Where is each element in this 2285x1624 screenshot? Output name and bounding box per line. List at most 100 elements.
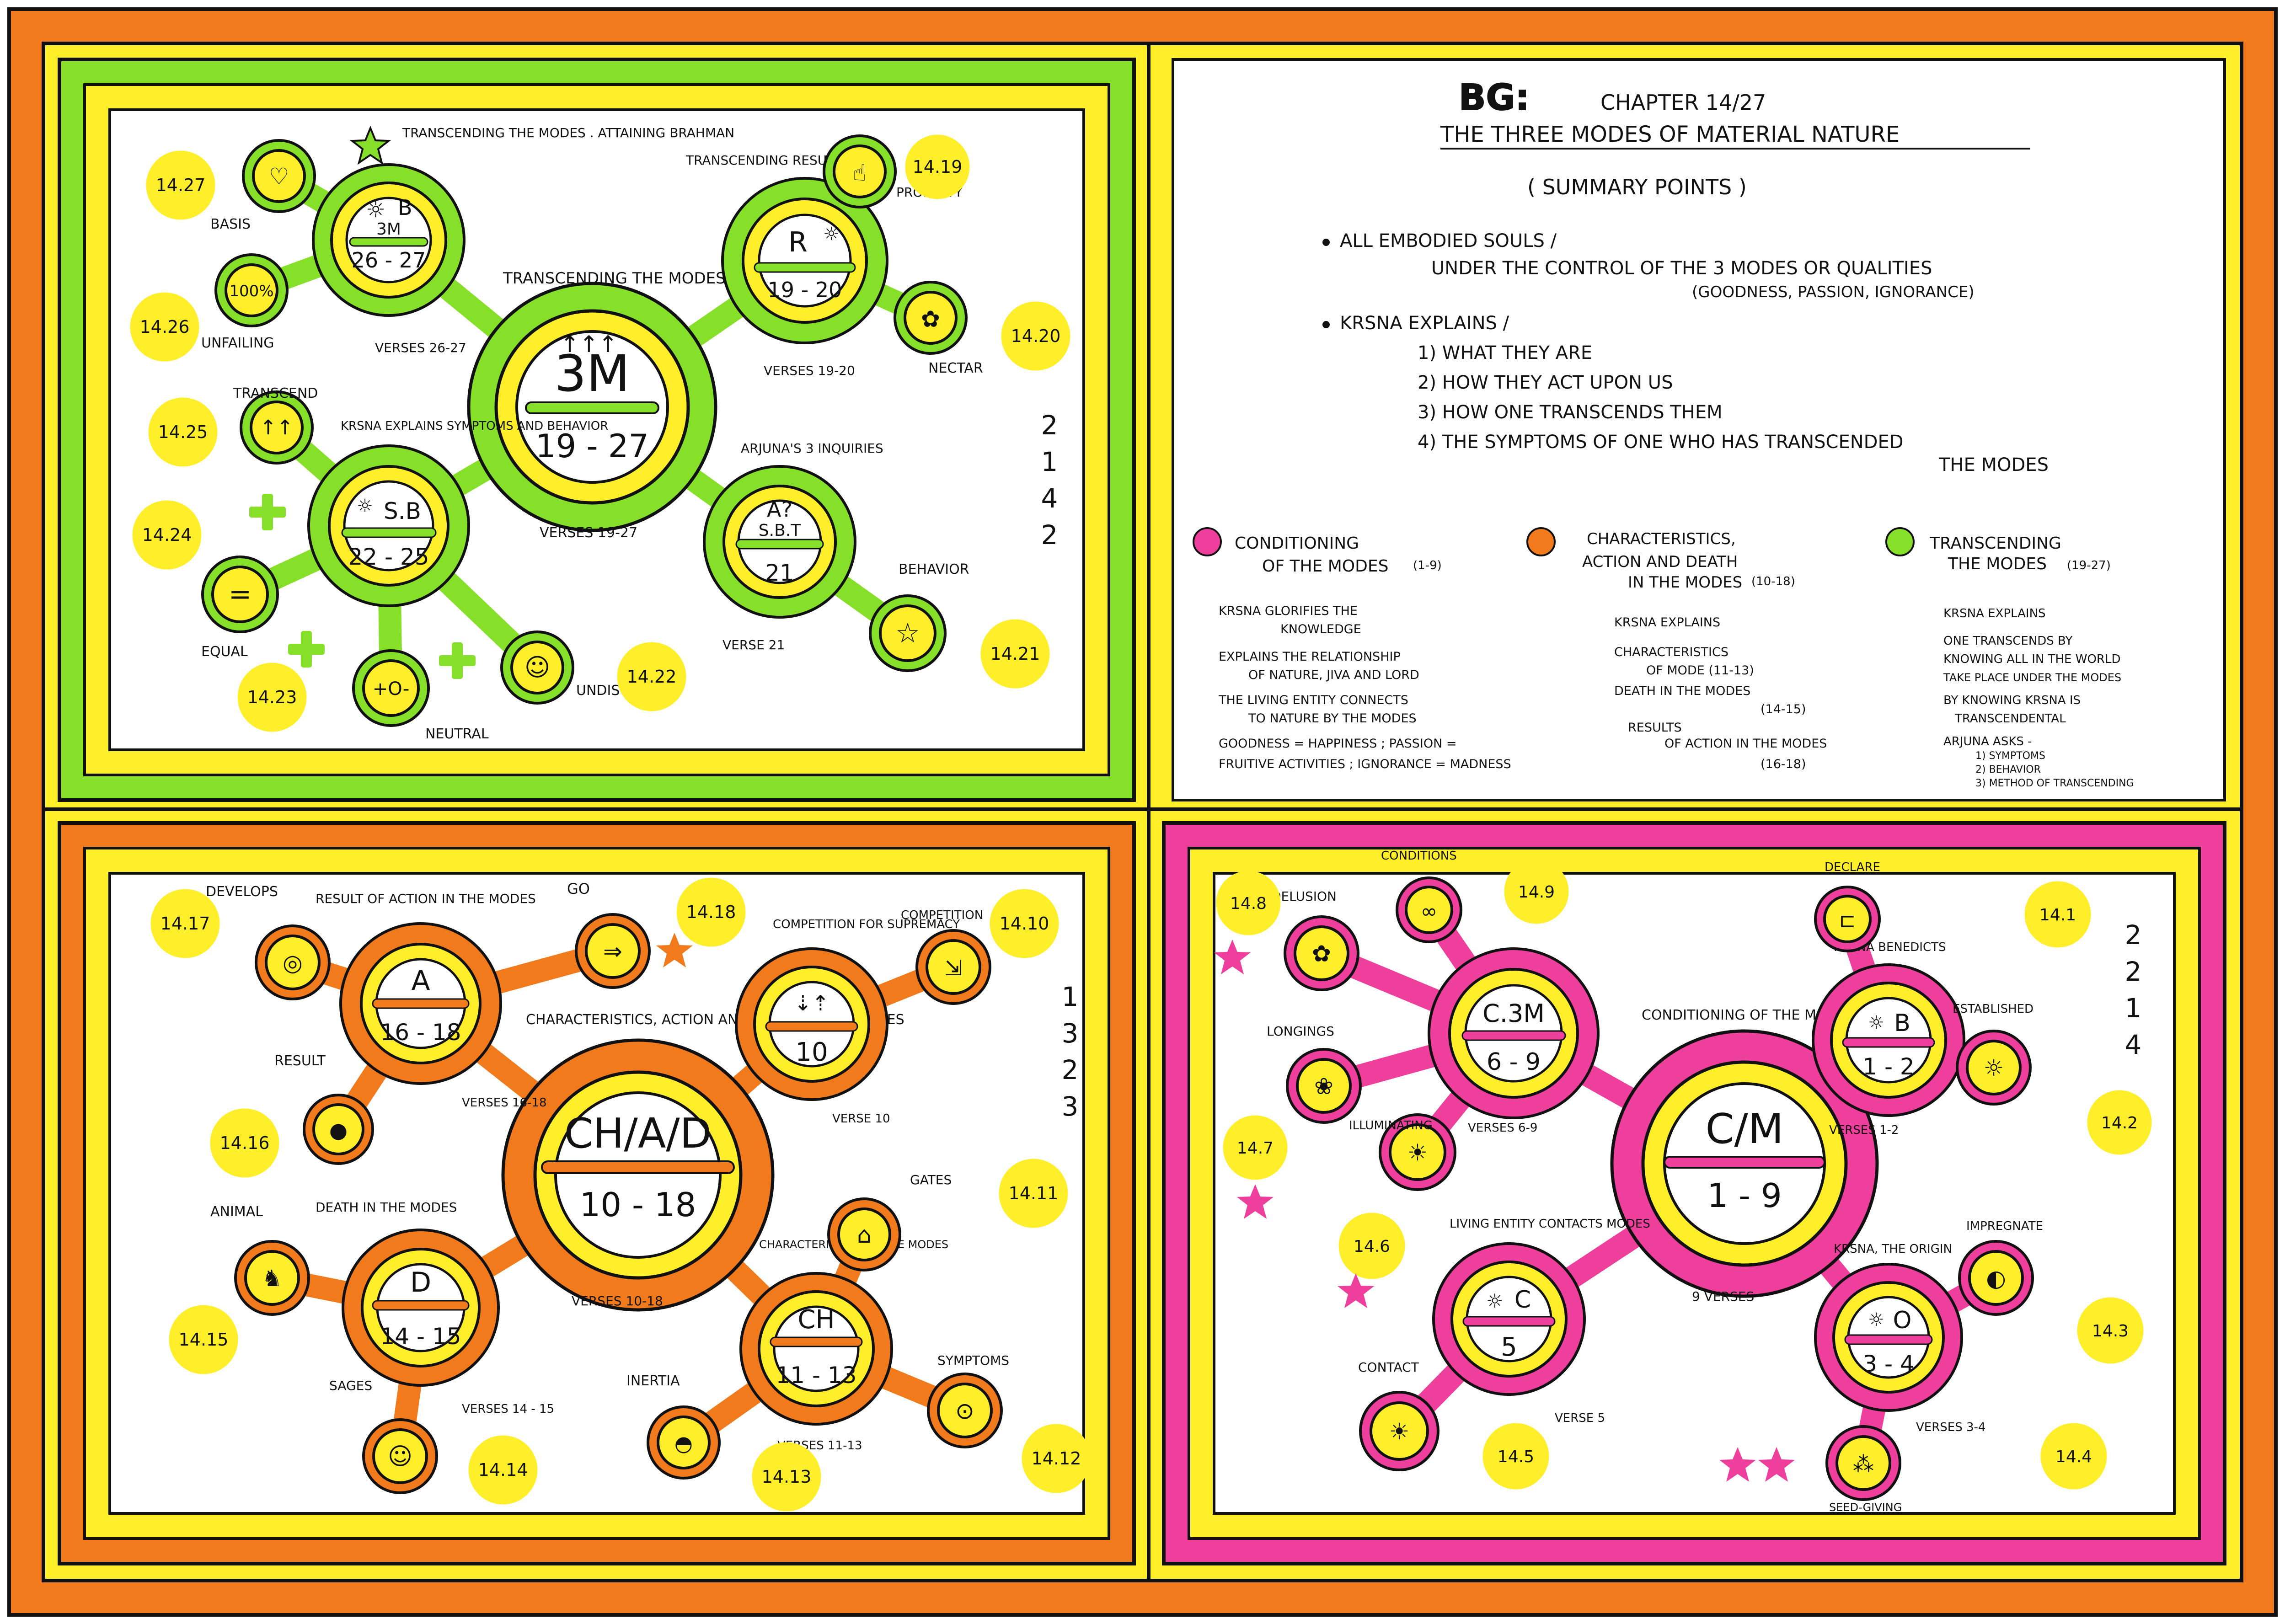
col2-heading-b: ACTION AND DEATH bbox=[1582, 553, 1738, 571]
orange-d-title: D bbox=[410, 1266, 431, 1298]
converging-arrows-icon: ⇲ bbox=[945, 956, 963, 980]
orange-leaf-animal: ANIMAL bbox=[210, 1204, 263, 1220]
ref-orange-1: 14.17 bbox=[161, 914, 210, 934]
col1-heading-b: OF THE MODES bbox=[1262, 557, 1388, 576]
col3-item-7: ARJUNA ASKS - bbox=[1943, 735, 2032, 748]
pink-center-verses: 9 VERSES bbox=[1692, 1289, 1754, 1304]
pink-leaf-delusion: DELUSION bbox=[1271, 889, 1337, 904]
ref-pink-1: 14.8 bbox=[1230, 894, 1267, 913]
summary-point-3: 3) HOW ONE TRANSCENDS THEM bbox=[1418, 402, 1723, 423]
col1-item-6: TO NATURE BY THE MODES bbox=[1248, 711, 1417, 726]
green-node-sb: ☼ S.B 22 - 25 bbox=[307, 444, 470, 607]
horn-icon: ⊏ bbox=[1839, 909, 1856, 932]
pink-c-range: 5 bbox=[1501, 1332, 1517, 1362]
ref-green-8: 14.20 bbox=[1011, 326, 1061, 346]
col2-item-5: (14-15) bbox=[1761, 702, 1806, 716]
ref-green-6: 14.22 bbox=[627, 667, 677, 687]
pink-c3m-title: C.3M bbox=[1482, 999, 1545, 1028]
orange-leaf-develops: DEVELOPS bbox=[206, 884, 278, 900]
summary-title-sub: ( SUMMARY POINTS ) bbox=[1527, 175, 1747, 199]
sun-icon: ☼ bbox=[1868, 1012, 1884, 1033]
ref-pink-9: 14.4 bbox=[2055, 1448, 2092, 1466]
pink-node-b: ☼ B 1 - 2 bbox=[1812, 963, 1965, 1117]
col1-item-8: FRUITIVE ACTIVITIES ; IGNORANCE = MADNES… bbox=[1219, 757, 1511, 771]
col1-item-3: EXPLAINS THE RELATIONSHIP bbox=[1219, 650, 1401, 664]
pink-dot-icon bbox=[1193, 527, 1222, 556]
orange-code-2: 3 bbox=[1062, 1018, 1079, 1049]
summary-bullet1-b: UNDER THE CONTROL OF THE 3 MODES OR QUAL… bbox=[1431, 258, 1932, 279]
green-dot-icon bbox=[1885, 527, 1915, 556]
green-center-node: ↑↑↑ 3M 19 - 27 bbox=[467, 282, 717, 532]
pink-b-range: 1 - 2 bbox=[1862, 1053, 1914, 1080]
green-leaf-nectar: NECTAR bbox=[928, 360, 983, 376]
pink-leaf-seed-giving: SEED-GIVING bbox=[1829, 1501, 1902, 1514]
pink-leaf-impregnate: IMPREGNATE bbox=[1966, 1219, 2043, 1233]
ref-pink-8: 14.5 bbox=[1498, 1448, 1534, 1466]
col1-item-4: OF NATURE, JIVA AND LORD bbox=[1248, 668, 1419, 682]
orange-a-title: A bbox=[411, 965, 430, 997]
green-a-sub: S.B.T bbox=[759, 521, 801, 540]
summary-bullet2: KRSNA EXPLAINS / bbox=[1340, 313, 1509, 334]
ref-orange-6: 14.15 bbox=[179, 1330, 229, 1350]
pink-leaf-longings: LONGINGS bbox=[1267, 1024, 1334, 1039]
orange-center-verses: VERSES 10-18 bbox=[572, 1293, 663, 1309]
col2-heading-a: CHARACTERISTICS, bbox=[1587, 530, 1736, 548]
pink-center-node: C/M 1 - 9 bbox=[1610, 1029, 1879, 1298]
green-center-verses: VERSES 19-27 bbox=[540, 525, 637, 541]
green-leaf-neutral: NEUTRAL bbox=[425, 726, 489, 742]
green-b-title: B bbox=[398, 195, 412, 220]
ref-green-5: 14.23 bbox=[247, 687, 297, 707]
green-sb-label: KRSNA EXPLAINS SYMPTOMS AND BEHAVIOR bbox=[341, 419, 608, 433]
sun-arrow-icon: ☼ bbox=[1984, 1055, 2004, 1081]
fruit-icon: ● bbox=[329, 1118, 348, 1143]
chain-icon: ∞ bbox=[1421, 900, 1438, 923]
orange-a-verses: VERSES 16-18 bbox=[462, 1096, 547, 1110]
green-leaf-equal: EQUAL bbox=[201, 644, 248, 660]
green-leaf-equal-sym: = bbox=[229, 578, 252, 610]
sun-icon: ☀ bbox=[1407, 1139, 1428, 1166]
ref-orange-8: 14.13 bbox=[762, 1467, 812, 1487]
col1-item-5: THE LIVING ENTITY CONNECTS bbox=[1218, 693, 1408, 707]
orange-quadrant: CH/A/D 10 - 18 CHARACTERISTICS, ACTION A… bbox=[58, 821, 1136, 1565]
sun-icon: ☼ bbox=[1486, 1290, 1504, 1312]
green-b-label: TRANSCENDING THE MODES . ATTAINING BRAHM… bbox=[402, 125, 734, 140]
col2-item-6: RESULTS bbox=[1628, 721, 1682, 735]
ref-green-2: 14.26 bbox=[140, 317, 190, 337]
arrows-up-icon: ↑↑ bbox=[260, 416, 294, 439]
orange-leaf-sages: SAGES bbox=[329, 1378, 372, 1393]
orange-ch-range: 11 - 13 bbox=[776, 1362, 856, 1389]
col1-heading-a: CONDITIONING bbox=[1235, 534, 1359, 553]
green-node-b: ☼ B 3M 26 - 27 bbox=[312, 163, 466, 317]
flower-icon: ✿ bbox=[1312, 940, 1331, 967]
converging-arrows-icon: ⇣⇡ bbox=[794, 991, 829, 1015]
orange-d-label: DEATH IN THE MODES bbox=[316, 1200, 457, 1215]
summary-title-main: THE THREE MODES OF MATERIAL NATURE bbox=[1440, 122, 1900, 147]
col3-item-4: TAKE PLACE UNDER THE MODES bbox=[1943, 671, 2121, 684]
bee-icon: ✿ bbox=[921, 306, 940, 332]
sleeping-icon: ◓ bbox=[674, 1431, 693, 1456]
pink-c3m-range: 6 - 9 bbox=[1487, 1048, 1541, 1076]
sage-face-icon: ☺ bbox=[388, 1443, 412, 1470]
pink-code-4: 4 bbox=[2125, 1029, 2142, 1060]
pink-o-range: 3 - 4 bbox=[1862, 1351, 1914, 1377]
col3-item-8: 1) SYMPTOMS bbox=[1975, 750, 2045, 762]
pink-c-verses: VERSE 5 bbox=[1555, 1411, 1605, 1425]
green-code-1: 2 bbox=[1041, 410, 1058, 441]
orange-leaf-go: GO bbox=[567, 880, 590, 897]
pink-code-3: 1 bbox=[2125, 993, 2142, 1024]
col3-item-6: TRANSCENDENTAL bbox=[1954, 712, 2066, 726]
green-code-2: 1 bbox=[1041, 446, 1058, 477]
pink-code-2: 2 bbox=[2125, 956, 2142, 987]
green-b-range: 26 - 27 bbox=[352, 248, 426, 272]
orange-node-comp: ⇣⇡ 10 bbox=[735, 947, 888, 1101]
orange-leaf-gates: GATES bbox=[910, 1172, 952, 1187]
orange-node-d: D 14 - 15 bbox=[342, 1229, 500, 1387]
col3-heading-a: TRANSCENDING bbox=[1929, 534, 2061, 553]
green-b-small: 3M bbox=[376, 220, 401, 239]
ref-pink-2: 14.9 bbox=[1518, 883, 1555, 902]
orange-dot-icon bbox=[1526, 527, 1556, 556]
col3-range: (19-27) bbox=[2067, 559, 2111, 572]
pink-node-c: ☼ C 5 bbox=[1432, 1242, 1586, 1396]
pink-leaf-illuminating: ILLUMINATING bbox=[1349, 1119, 1433, 1133]
